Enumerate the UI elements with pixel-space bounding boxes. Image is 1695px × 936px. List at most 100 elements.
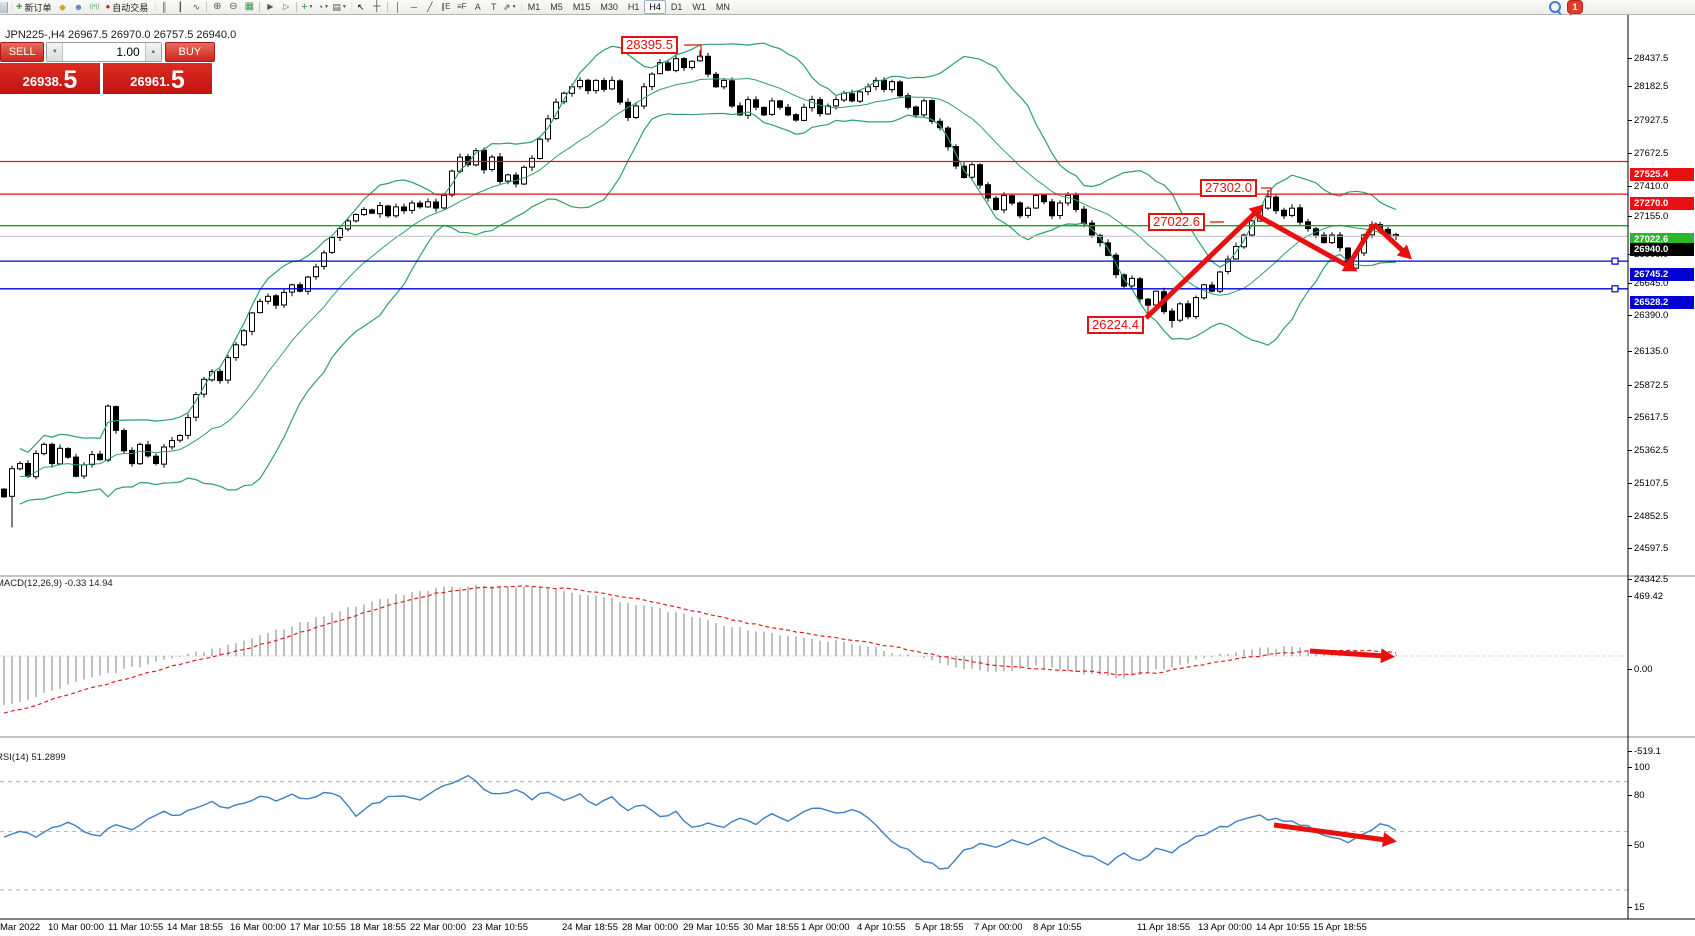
community-icon[interactable]: ☻ — [73, 2, 84, 12]
candlestick-chart-icon[interactable]: ┃ — [177, 2, 184, 12]
timeframe-m30[interactable]: M30 — [600, 2, 618, 12]
time-axis-label: 28 Mar 00:00 — [622, 922, 678, 933]
new-order-button[interactable]: + 新订单 — [13, 1, 54, 13]
text-icon[interactable]: A — [474, 2, 481, 12]
sell-price-main: 26938. — [22, 74, 63, 89]
time-axis-label: 14 Apr 10:55 — [1256, 922, 1310, 933]
price-tick: 25617.5 — [1627, 412, 1669, 423]
autotrading-status-icon: ● — [105, 2, 111, 11]
time-axis-label: 30 Mar 18:55 — [743, 922, 799, 933]
line-chart-icon[interactable]: ∿ — [192, 2, 201, 12]
price-tag: 27022.6 — [1630, 233, 1694, 246]
chevron-down-icon: ▼ — [511, 4, 517, 10]
timeframe-m1[interactable]: M1 — [527, 2, 541, 12]
autotrading-button[interactable]: ● 自动交易 — [102, 1, 151, 13]
zoom-in-icon[interactable]: ⊕ — [213, 1, 222, 12]
arrows-tool-icon[interactable]: ⇗ ▼ — [503, 2, 517, 12]
chevron-down-icon: ▼ — [341, 4, 347, 10]
timeframe-w1[interactable]: W1 — [692, 2, 706, 12]
signal-icon[interactable]: ((•)) — [89, 4, 100, 10]
price-tick: 28182.5 — [1627, 81, 1669, 92]
add-indicator-icon[interactable]: + ▼ — [301, 1, 314, 13]
time-axis[interactable]: Mar 2022 10 Mar 00:00 11 Mar 10:55 14 Mar 1… — [0, 920, 1695, 936]
price-annotation[interactable]: 28395.5 — [621, 36, 678, 54]
notification-badge[interactable]: 1 — [1567, 0, 1583, 16]
vertical-line-icon[interactable]: │ — [394, 2, 401, 12]
sell-price-pip: 5 — [63, 66, 78, 94]
timeframe-h4[interactable]: H4 — [644, 0, 666, 14]
time-axis-label: 13 Apr 00:00 — [1198, 922, 1252, 933]
timeframe-m5[interactable]: M5 — [550, 2, 563, 12]
price-tick: 25872.5 — [1627, 380, 1669, 391]
time-axis-label: 10 Mar 00:00 — [48, 922, 104, 933]
chevron-down-icon: ▼ — [324, 4, 329, 10]
price-tick: 24597.5 — [1627, 543, 1669, 554]
time-axis-label: 11 Apr 18:55 — [1137, 922, 1191, 933]
volume-increase-button[interactable]: ▲ — [144, 43, 161, 61]
text-label-icon[interactable]: T — [491, 2, 497, 12]
time-axis-label: 8 Apr 10:55 — [1033, 922, 1082, 933]
sell-price[interactable]: 26938. 5 — [0, 63, 100, 94]
price-annotation[interactable]: 27022.6 — [1148, 213, 1205, 231]
price-tag: 27270.0 — [1630, 197, 1694, 210]
trend-arrows — [1144, 204, 1413, 848]
equidistant-channel-icon[interactable]: ∥E — [441, 2, 451, 11]
chevron-down-icon: ▼ — [308, 4, 314, 10]
price-tick: 27410.0 — [1627, 181, 1669, 192]
toolbar-grip[interactable]: ⋮ — [8, 2, 16, 11]
toolbar-grip[interactable]: ⋮ — [517, 2, 526, 11]
buy-price-pip: 5 — [170, 66, 185, 94]
sell-button[interactable]: SELL — [0, 42, 45, 62]
time-axis-label: 7 Apr 00:00 — [974, 922, 1023, 933]
chart-symbol-title: JPN225-,H4 26967.5 26970.0 26757.5 26940… — [5, 29, 237, 41]
buy-button[interactable]: BUY — [164, 42, 215, 62]
price-tick: 24852.5 — [1627, 511, 1669, 522]
trendline-icon[interactable]: ╱ — [427, 2, 433, 12]
tile-windows-icon[interactable]: ▦ — [244, 1, 255, 12]
periods-icon[interactable]: ◔ ▼ — [317, 2, 329, 12]
volume-decrease-button[interactable]: ▼ — [47, 43, 64, 61]
indicator-axis-tick: 50 — [1628, 840, 1645, 851]
indicator-axis-tick: 0.00 — [1628, 664, 1653, 675]
macd-pane — [0, 584, 1628, 714]
indicator-axis-tick: 80 — [1628, 790, 1645, 801]
price-tick: 28437.5 — [1627, 53, 1669, 64]
timeframe-h1[interactable]: H1 — [627, 2, 640, 12]
price-tick: 27155.0 — [1627, 211, 1669, 222]
fibonacci-icon[interactable]: ≡F — [457, 2, 467, 11]
timeframe-d1[interactable]: D1 — [670, 2, 683, 12]
toolbar-separator — [259, 2, 261, 12]
rsi-pane — [0, 774, 1628, 891]
time-axis-label: 17 Mar 10:55 — [290, 922, 346, 933]
price-annotation[interactable]: 26224.4 — [1087, 316, 1144, 334]
price-axis[interactable]: 28437.5 28182.5 27927.5 27672.5 27410.0 27155… — [1627, 28, 1695, 934]
bar-chart-icon[interactable]: ║ — [161, 2, 168, 12]
time-axis-label: 11 Mar 10:55 — [108, 922, 164, 933]
cursor-icon[interactable]: ↖ — [357, 2, 365, 12]
time-axis-label: 5 Apr 18:55 — [915, 922, 964, 933]
buy-price[interactable]: 26961. 5 — [103, 63, 212, 94]
buy-price-main: 26961. — [130, 74, 170, 89]
timeframe-m15[interactable]: M15 — [572, 2, 591, 12]
time-axis-label: 29 Mar 10:55 — [683, 922, 739, 933]
auto-scroll-icon[interactable]: ▶ — [267, 2, 274, 11]
chart-window[interactable]: JPN225-,H4 26967.5 26970.0 26757.5 26940… — [0, 14, 1695, 936]
toolbar-grip[interactable]: ⋮ — [151, 2, 160, 11]
search-icon[interactable] — [1549, 1, 1561, 13]
volume-value[interactable]: 1.00 — [116, 45, 140, 59]
indicator-axis-tick: 15 — [1628, 902, 1645, 913]
price-annotation[interactable]: 27302.0 — [1200, 179, 1257, 197]
main-chart-svg[interactable] — [0, 14, 1695, 920]
timeframe-mn[interactable]: MN — [715, 2, 730, 12]
gold-bar-icon[interactable]: ◆ — [58, 2, 66, 12]
time-axis-label: Mar 2022 — [0, 922, 41, 933]
zoom-out-icon[interactable]: ⊖ — [229, 1, 238, 12]
horizontal-line-icon[interactable]: ─ — [410, 2, 417, 12]
price-tag: 26745.2 — [1630, 268, 1694, 281]
chart-shift-icon[interactable]: ▷ — [283, 2, 290, 11]
toolbar-grip[interactable]: ⋮ — [347, 2, 356, 11]
crosshair-icon[interactable]: ┼ — [373, 1, 381, 12]
templates-icon[interactable]: ▤ ▼ — [332, 2, 347, 12]
price-tick: 27927.5 — [1627, 115, 1669, 126]
